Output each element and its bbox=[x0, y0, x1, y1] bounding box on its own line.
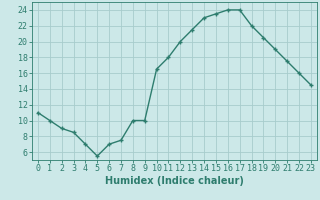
X-axis label: Humidex (Indice chaleur): Humidex (Indice chaleur) bbox=[105, 176, 244, 186]
